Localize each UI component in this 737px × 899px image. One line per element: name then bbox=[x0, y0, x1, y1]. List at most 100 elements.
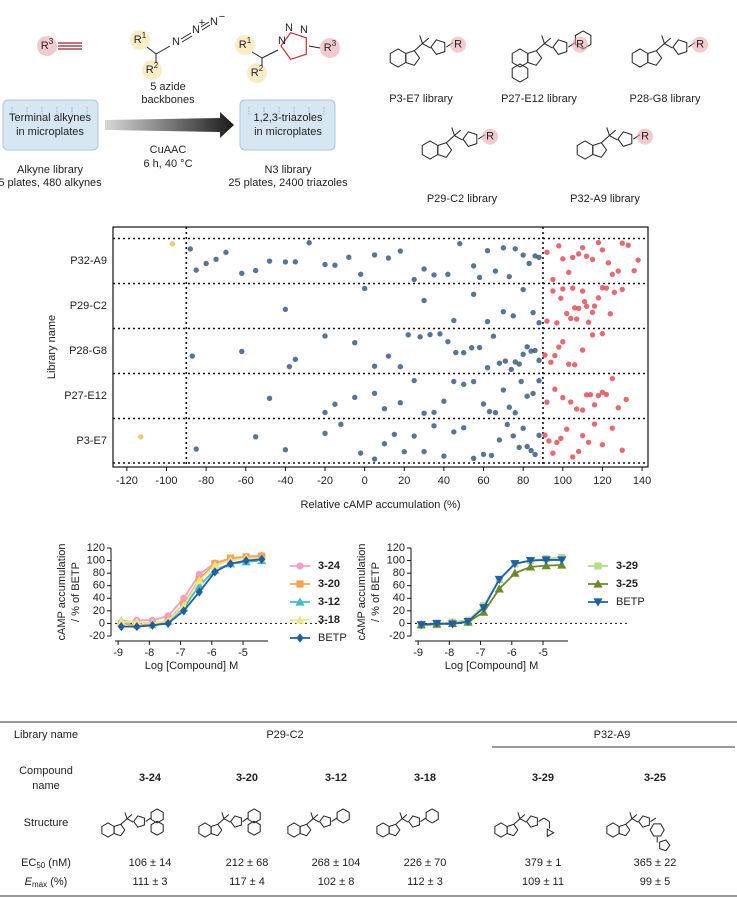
label: R1 bbox=[239, 36, 252, 51]
label: R3 bbox=[324, 39, 337, 54]
data-point bbox=[411, 433, 417, 439]
substituent-highlight bbox=[572, 36, 589, 53]
data-point bbox=[203, 260, 209, 267]
ring bbox=[506, 823, 519, 837]
data-point bbox=[470, 455, 477, 462]
data-point bbox=[589, 332, 596, 338]
bond bbox=[310, 812, 314, 819]
data-point bbox=[609, 375, 616, 382]
ring bbox=[526, 815, 538, 828]
bond bbox=[661, 35, 665, 44]
y-tick-label: P28-G8 bbox=[69, 345, 107, 357]
data-point bbox=[609, 425, 616, 431]
bond bbox=[422, 37, 430, 44]
label: 25 plates, 2400 triazoles bbox=[228, 177, 348, 189]
well bbox=[55, 112, 59, 116]
atom-label: N bbox=[192, 24, 200, 36]
data-point bbox=[148, 620, 157, 630]
x-tick-label: -8 bbox=[444, 647, 454, 659]
legend-label: BETP bbox=[318, 632, 347, 644]
bond bbox=[120, 818, 128, 825]
data-point bbox=[615, 405, 621, 411]
plot-frame bbox=[112, 226, 649, 468]
well bbox=[247, 106, 251, 110]
data-point bbox=[453, 349, 459, 356]
data-point bbox=[593, 598, 603, 607]
data-point bbox=[599, 285, 606, 291]
substituent-label: R bbox=[641, 131, 649, 143]
well bbox=[85, 112, 89, 116]
label-sub: max bbox=[32, 880, 47, 889]
y-tick-label: P3-E7 bbox=[76, 435, 107, 447]
data-point bbox=[500, 387, 507, 393]
data-point bbox=[138, 434, 144, 440]
reaction-arrow bbox=[105, 112, 234, 138]
label: 5 azide bbox=[150, 81, 185, 93]
well bbox=[10, 112, 14, 116]
data-point bbox=[195, 587, 203, 597]
substituent-highlight bbox=[235, 35, 255, 55]
x-tick-label: -6 bbox=[207, 647, 217, 659]
data-point bbox=[116, 616, 126, 626]
ec50-value: 226 ± 70 bbox=[404, 857, 447, 869]
data-point bbox=[239, 348, 245, 355]
data-point bbox=[494, 584, 504, 593]
bond bbox=[223, 818, 231, 823]
label: backbones bbox=[141, 94, 195, 106]
data-point bbox=[332, 262, 338, 268]
legend-label: 3-20 bbox=[318, 578, 340, 590]
data-point bbox=[468, 345, 475, 351]
x-tick-label: 0 bbox=[362, 475, 368, 487]
well bbox=[55, 109, 59, 113]
x-tick-label: 20 bbox=[398, 475, 410, 487]
data-point bbox=[564, 426, 570, 432]
substituent-highlight bbox=[37, 36, 57, 56]
data-point bbox=[346, 254, 352, 260]
well bbox=[40, 112, 44, 116]
data-point bbox=[558, 435, 564, 442]
data-point bbox=[411, 377, 417, 384]
data-point bbox=[619, 240, 625, 246]
library-label: P29-C2 library bbox=[427, 193, 498, 205]
y-tick-label: 20 bbox=[93, 605, 105, 617]
x-tick-label: -9 bbox=[113, 647, 123, 659]
well bbox=[40, 109, 44, 113]
data-point bbox=[550, 450, 556, 456]
data-point bbox=[536, 432, 542, 438]
data-point bbox=[421, 266, 427, 272]
library-label: P32-A9 library bbox=[570, 193, 640, 205]
substituent-highlight bbox=[692, 36, 709, 53]
data-point bbox=[625, 242, 631, 248]
data-point bbox=[619, 447, 625, 453]
bond bbox=[261, 49, 279, 59]
y-tick-label: -20 bbox=[389, 630, 405, 642]
ring bbox=[552, 39, 568, 55]
atom-label: N bbox=[172, 36, 180, 48]
ec50-value: 268 ± 104 bbox=[312, 857, 361, 869]
bond bbox=[650, 817, 657, 822]
data-point bbox=[411, 276, 417, 283]
data-point bbox=[512, 246, 518, 252]
bond bbox=[541, 35, 545, 44]
data-point bbox=[193, 446, 199, 452]
data-point bbox=[581, 298, 588, 305]
y-tick-label: 60 bbox=[93, 580, 105, 592]
data-point bbox=[520, 425, 526, 431]
data-point bbox=[573, 316, 580, 322]
data-point bbox=[470, 291, 477, 298]
data-point bbox=[463, 617, 473, 627]
ring bbox=[606, 822, 620, 838]
bond bbox=[251, 51, 263, 59]
data-point bbox=[623, 396, 629, 403]
data-point bbox=[541, 561, 551, 570]
data-point bbox=[441, 398, 447, 404]
library-label: P3-E7 library bbox=[389, 93, 453, 105]
data-point bbox=[589, 256, 596, 263]
well bbox=[292, 106, 296, 110]
data-point bbox=[484, 318, 491, 325]
ring bbox=[592, 142, 608, 158]
bond bbox=[401, 814, 408, 820]
data-point bbox=[520, 286, 526, 293]
legend-label: 3-29 bbox=[616, 560, 638, 572]
atom-label: N bbox=[285, 22, 293, 34]
